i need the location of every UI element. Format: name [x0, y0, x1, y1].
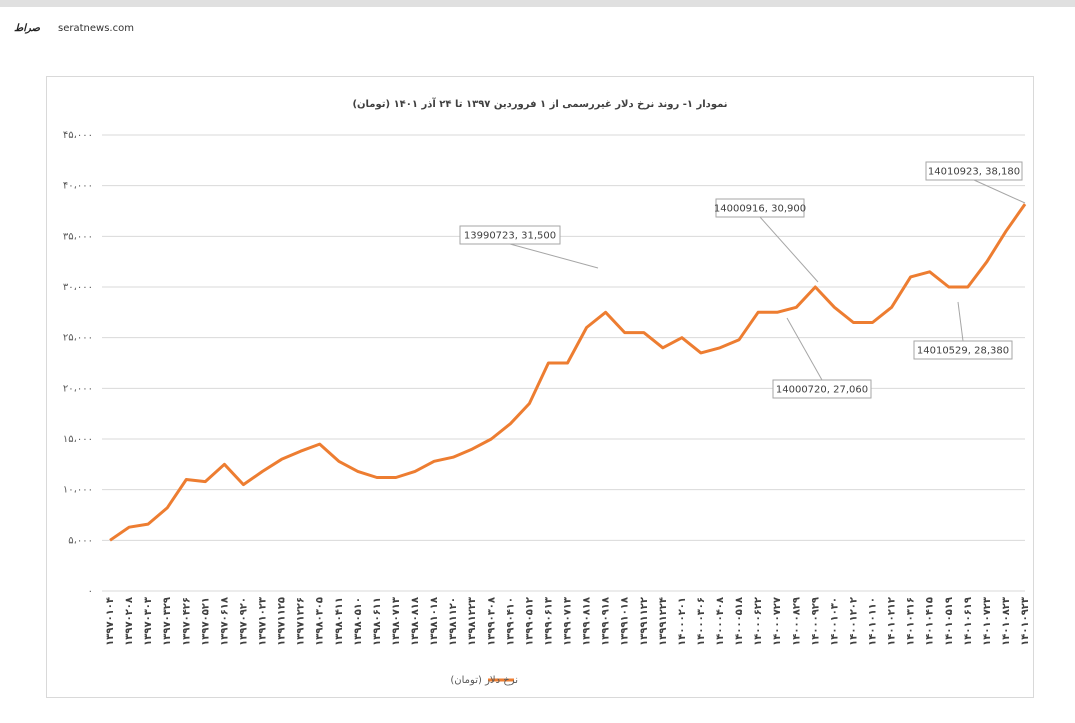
legend-label: نرخ دلار (تومان)	[450, 675, 518, 686]
x-tick-label: ۱۴۰۱۰۵۱۹	[944, 597, 955, 646]
x-tick-label: ۱۴۰۰۰۳۰۶	[696, 597, 707, 646]
annotation: 13990723, 31,500	[464, 231, 556, 242]
x-tick-label: ۱۳۹۸۰۷۱۳	[391, 597, 402, 646]
leader-line	[786, 317, 823, 381]
x-tick-label: ۱۴۰۰۰۲۰۱	[677, 597, 688, 646]
x-tick-label: ۱۳۹۷۰۱۰۴	[105, 597, 116, 646]
leader-line	[509, 243, 599, 269]
x-tick-label: ۱۳۹۸۰۵۱۰	[353, 597, 364, 646]
x-tick-label: ۱۳۹۸۰۶۱۱	[372, 597, 383, 646]
x-tick-label: ۱۳۹۹۰۳۰۸	[486, 597, 497, 646]
x-tick-label: ۱۳۹۹۱۰۱۸	[620, 597, 631, 646]
chart-title: نمودار ۱- روند نرخ دلار غیررسمی از ۱ فرو…	[352, 97, 727, 110]
x-tick-label: ۱۴۰۱۰۳۱۶	[906, 597, 917, 646]
x-tick-label: ۱۳۹۹۱۲۲۴	[658, 597, 669, 646]
x-tick-label: ۱۴۰۰۰۹۲۹	[810, 597, 821, 646]
x-tick-label: ۱۴۰۰۱۰۳۰	[829, 597, 840, 646]
x-tick-label: ۱۳۹۸۱۱۲۰	[448, 597, 459, 646]
x-tick-label: ۱۴۰۰۰۴۰۸	[715, 597, 726, 646]
annotation: 14000720, 27,060	[776, 385, 868, 396]
x-tick-label: ۱۴۰۰۱۲۰۲	[848, 597, 859, 646]
data-line	[109, 203, 1027, 542]
x-tick-label: ۱۳۹۷۰۹۲۰	[238, 597, 249, 646]
x-tick-label: ۱۳۹۸۰۴۱۱	[334, 597, 345, 646]
x-tick-label: ۱۳۹۷۱۰۲۳	[258, 597, 269, 646]
x-tick-label: ۱۴۰۰۰۷۲۷	[772, 597, 783, 646]
y-tick-label: ۰	[88, 586, 93, 597]
x-tick-label: ۱۴۰۰۰۶۲۲	[753, 597, 764, 646]
leader-line	[973, 179, 1026, 204]
y-tick-label: ۱۰،۰۰۰	[63, 485, 93, 496]
x-tick-label: ۱۳۹۸۰۸۱۸	[410, 597, 421, 646]
chart-frame	[46, 76, 1034, 698]
x-tick-label: ۱۴۰۱۰۴۱۵	[925, 597, 936, 646]
x-tick-label: ۱۳۹۷۰۳۰۳	[143, 597, 154, 646]
leader-line	[957, 301, 964, 342]
annotation: 14010529, 28,380	[917, 346, 1009, 357]
y-tick-label: ۵،۰۰۰	[68, 535, 93, 546]
x-tick-label: ۱۳۹۹۰۴۱۰	[505, 597, 516, 646]
x-tick-label: ۱۳۹۸۱۰۱۸	[429, 597, 440, 646]
annotation-box	[772, 379, 872, 399]
x-tick-label: ۱۴۰۱۰۷۲۳	[982, 597, 993, 646]
y-tick-label: ۳۵،۰۰۰	[63, 231, 93, 242]
y-tick-label: ۱۵،۰۰۰	[63, 434, 93, 445]
y-tick-label: ۲۵،۰۰۰	[63, 333, 93, 344]
x-tick-label: ۱۴۰۱۰۲۱۲	[887, 597, 898, 646]
y-tick-label: ۴۵،۰۰۰	[63, 130, 93, 141]
logo: صراط	[14, 23, 41, 34]
x-tick-label: ۱۳۹۹۰۸۱۸	[582, 597, 593, 646]
x-tick-label: ۱۳۹۹۰۶۱۳	[543, 597, 554, 646]
annotation-box	[459, 225, 561, 245]
x-tick-label: ۱۳۹۷۰۵۲۱	[200, 597, 211, 646]
x-tick-label: ۱۴۰۰۰۵۱۸	[734, 597, 745, 646]
x-tick-label: ۱۳۹۹۰۷۱۳	[563, 597, 574, 646]
x-tick-label: ۱۳۹۷۰۲۰۸	[124, 597, 135, 646]
x-tick-label: ۱۳۹۷۱۱۲۵	[277, 597, 288, 646]
site-name: seratnews.com	[58, 23, 134, 34]
x-tick-label: ۱۴۰۱۰۱۱۰	[868, 597, 879, 646]
x-tick-label: ۱۳۹۹۰۹۱۸	[601, 597, 612, 646]
x-tick-label: ۱۳۹۷۱۲۲۶	[296, 597, 307, 646]
x-tick-label: ۱۳۹۷۰۳۲۹	[162, 597, 173, 646]
y-tick-label: ۳۰،۰۰۰	[63, 282, 93, 293]
annotation: 14010923, 38,180	[928, 167, 1020, 178]
y-tick-label: ۲۰،۰۰۰	[63, 383, 93, 394]
x-tick-label: ۱۴۰۱۰۸۲۳	[1001, 597, 1012, 646]
top-bar	[0, 0, 1075, 7]
y-tick-label: ۴۰،۰۰۰	[63, 181, 93, 192]
x-tick-label: ۱۴۰۰۰۸۲۹	[791, 597, 802, 646]
annotation: 14000916, 30,900	[714, 204, 806, 215]
x-tick-label: ۱۴۰۱۰۹۲۳	[1020, 597, 1031, 646]
annotation-box	[715, 198, 805, 218]
x-tick-label: ۱۳۹۷۰۶۱۸	[219, 597, 230, 646]
x-tick-label: ۱۳۹۹۱۱۲۲	[639, 597, 650, 646]
x-tick-label: ۱۳۹۹۰۵۱۲	[524, 597, 535, 646]
x-tick-label: ۱۳۹۷۰۴۲۶	[181, 597, 192, 646]
x-tick-label: ۱۳۹۸۰۳۰۵	[315, 597, 326, 646]
x-tick-label: ۱۴۰۱۰۶۱۹	[963, 597, 974, 646]
leader-line	[759, 216, 819, 283]
annotation-box	[925, 161, 1023, 181]
x-tick-label: ۱۳۹۸۱۲۲۳	[467, 597, 478, 646]
annotation-box	[913, 340, 1013, 360]
